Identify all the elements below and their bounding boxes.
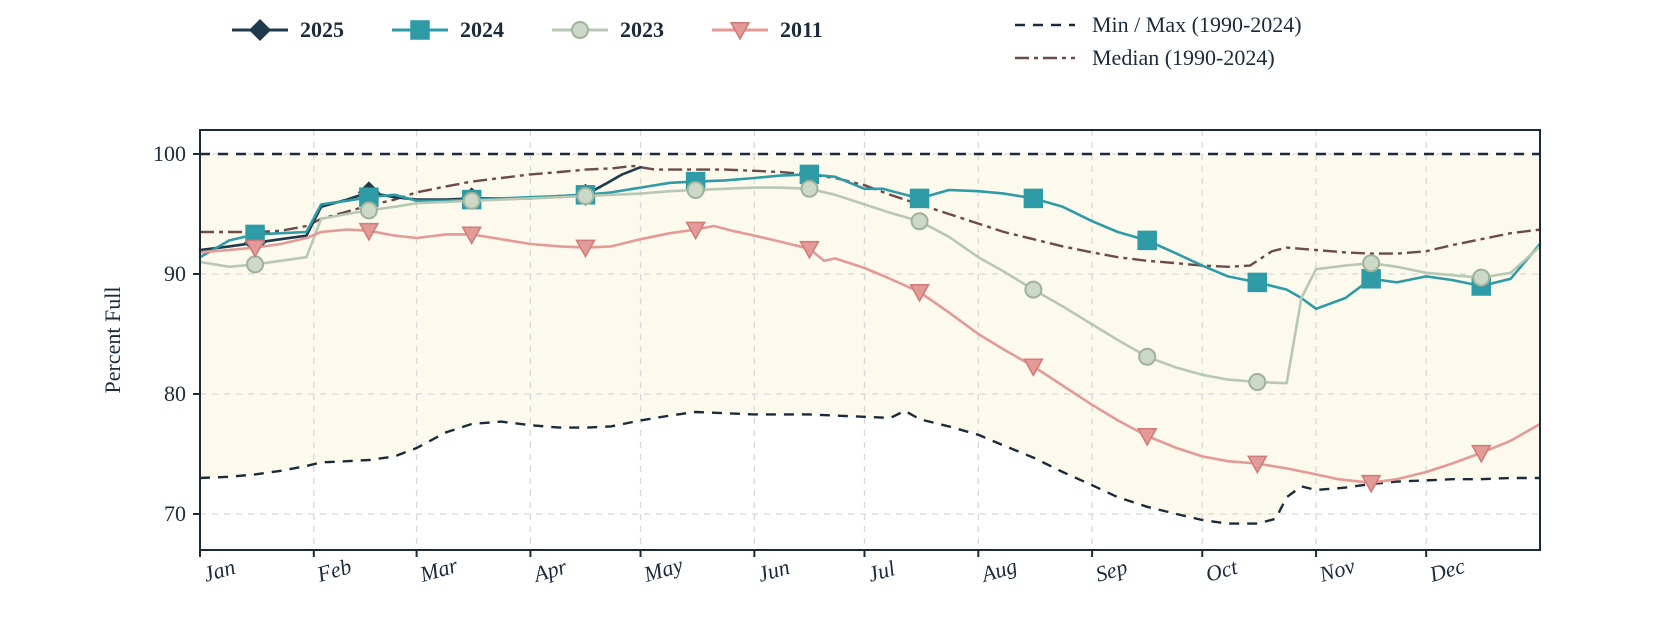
legend-item-s2025: 2025 bbox=[232, 17, 344, 42]
legend-item-minmax: Min / Max (1990-2024) bbox=[1015, 12, 1302, 37]
minmax-fill-band bbox=[200, 154, 1540, 524]
x-tick-label: Sep bbox=[1093, 554, 1130, 587]
legend-label: Min / Max (1990-2024) bbox=[1092, 12, 1302, 37]
legend-label: 2025 bbox=[300, 17, 344, 42]
x-tick-label: Mar bbox=[416, 552, 461, 587]
x-tick-label: Oct bbox=[1203, 554, 1241, 587]
legend-label: 2023 bbox=[620, 17, 664, 42]
legend-label: 2024 bbox=[460, 17, 504, 42]
legend: 2025 2024 2023 2011 Min / Max (1990-2024) Med… bbox=[232, 12, 1302, 70]
y-tick-label: 90 bbox=[164, 261, 186, 286]
legend-label: 2011 bbox=[780, 17, 823, 42]
chart-container: 70 80 90 100 Percent Full Jan Feb Mar Apr May Jun J… bbox=[0, 0, 1680, 630]
x-tick-label: Dec bbox=[1426, 553, 1468, 587]
x-tick-label: Apr bbox=[529, 554, 570, 588]
reservoir-percent-full-chart: 70 80 90 100 Percent Full Jan Feb Mar Apr May Jun J… bbox=[0, 0, 1680, 630]
y-tick-label: 100 bbox=[153, 141, 186, 166]
legend-label: Median (1990-2024) bbox=[1092, 45, 1275, 70]
x-tick-label: Jun bbox=[755, 554, 792, 587]
x-tick-label: May bbox=[640, 552, 686, 587]
legend-item-s2023: 2023 bbox=[552, 17, 664, 42]
legend-item-s2024: 2024 bbox=[392, 17, 504, 42]
x-tick-label: Jul bbox=[865, 555, 898, 586]
legend-item-s2011: 2011 bbox=[712, 17, 823, 42]
legend-item-median: Median (1990-2024) bbox=[1015, 45, 1275, 70]
x-tick-label: Jan bbox=[200, 554, 237, 587]
y-axis-title: Percent Full bbox=[100, 287, 125, 394]
x-tick-label: Aug bbox=[977, 553, 1020, 587]
y-tick-label: 70 bbox=[164, 501, 186, 526]
x-tick-label: Nov bbox=[1316, 553, 1358, 587]
x-tick-label: Feb bbox=[313, 553, 354, 587]
y-tick-label: 80 bbox=[164, 381, 186, 406]
